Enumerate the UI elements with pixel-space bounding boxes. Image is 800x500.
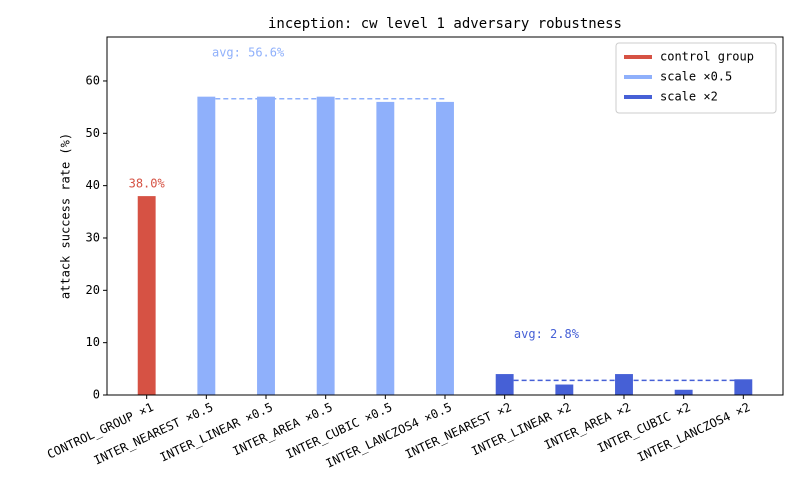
y-tick-label: 60 <box>86 73 100 87</box>
plot-frame <box>106 36 784 396</box>
data-label: 38.0% <box>129 177 166 191</box>
legend-label: scale ×0.5 <box>660 70 732 84</box>
bar <box>257 96 275 396</box>
bar <box>734 379 753 395</box>
bar <box>137 196 156 395</box>
y-tick-label: 50 <box>86 126 100 140</box>
bar <box>555 384 574 395</box>
legend-label: control group <box>660 50 754 64</box>
y-axis-label: attack success rate (%) <box>59 133 73 299</box>
legend-box <box>615 42 777 114</box>
average-label: avg: 56.6% <box>212 45 285 59</box>
average-label: avg: 2.8% <box>514 327 580 341</box>
bar <box>495 374 514 395</box>
bar <box>197 96 216 396</box>
bar <box>615 374 633 395</box>
bar <box>674 389 693 395</box>
bar <box>376 101 395 396</box>
y-tick-label: 40 <box>86 178 100 192</box>
y-tick-label: 30 <box>86 230 100 244</box>
y-tick-label: 20 <box>86 283 100 297</box>
bar <box>436 101 454 396</box>
chart-title: inception: cw level 1 adversary robustne… <box>268 16 622 32</box>
y-tick-label: 10 <box>86 335 100 349</box>
legend-label: scale ×2 <box>660 90 718 104</box>
y-tick-label: 0 <box>93 388 100 402</box>
bar <box>316 96 335 396</box>
